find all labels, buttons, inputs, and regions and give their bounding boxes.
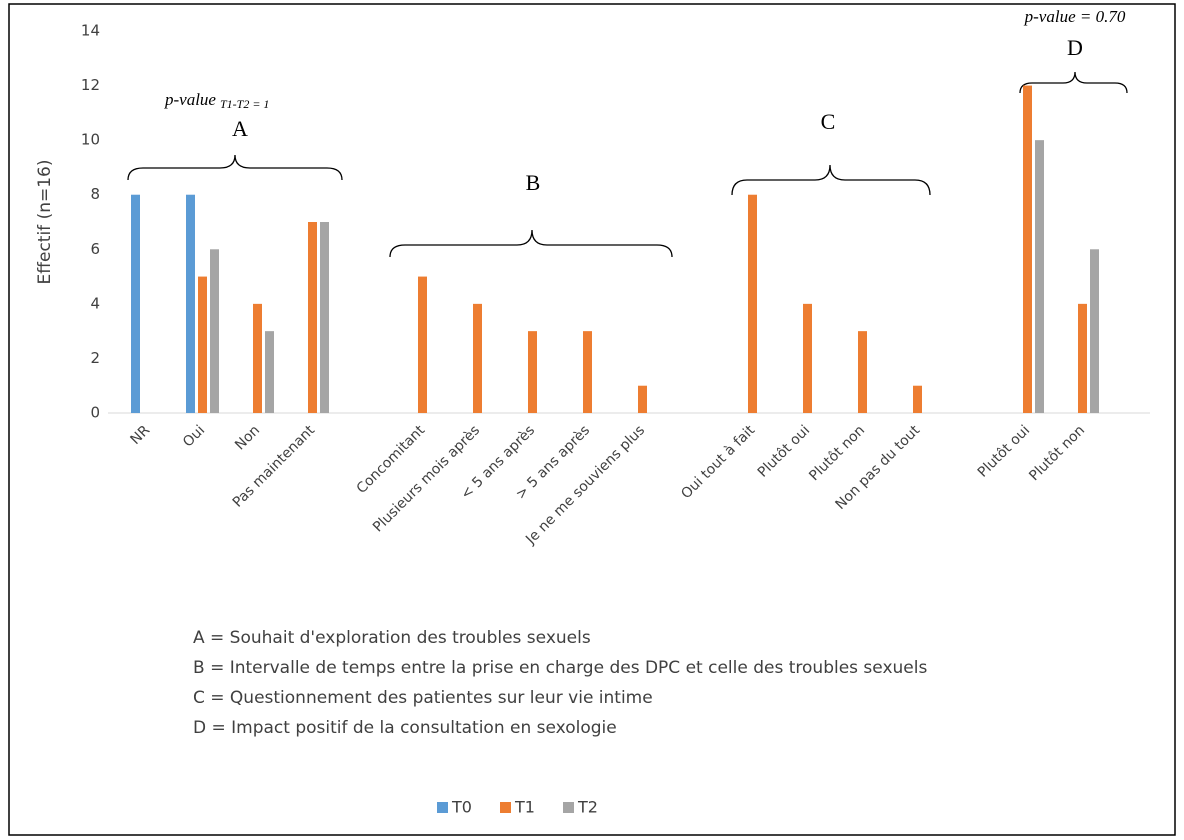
- bar: [473, 303, 482, 413]
- bar: [1035, 140, 1044, 413]
- legend-label: T2: [577, 798, 598, 817]
- legend-label: T0: [451, 798, 472, 817]
- p-value-text: p-value: [164, 90, 216, 109]
- bar: [131, 194, 140, 413]
- note: C = Questionnement des patientes sur leu…: [193, 688, 653, 708]
- p-value: p-value T1-T2 = 1: [164, 90, 269, 111]
- bar: [186, 194, 195, 413]
- y-axis-label: Effectif (n=16): [35, 160, 55, 285]
- p-value: p-value = 0.70: [1024, 7, 1126, 26]
- p-value-sub: T1-T2 = 1: [220, 97, 269, 111]
- bar: [528, 331, 537, 413]
- bar: [913, 385, 922, 413]
- brace-label: C: [821, 109, 836, 134]
- bar: [1023, 85, 1032, 414]
- note: A = Souhait d'exploration des troubles s…: [193, 628, 591, 648]
- y-tick-label: 6: [90, 240, 100, 258]
- bar: [803, 303, 812, 413]
- bar: [858, 331, 867, 413]
- legend-swatch: [500, 802, 511, 813]
- bar: [748, 194, 757, 413]
- bar: [583, 331, 592, 413]
- y-tick-label: 14: [81, 22, 100, 40]
- y-tick-label: 2: [90, 349, 100, 367]
- y-tick-label: 8: [90, 185, 100, 203]
- bar: [638, 385, 647, 413]
- bar: [1078, 303, 1087, 413]
- brace: [389, 229, 673, 258]
- brace-label: D: [1067, 35, 1083, 60]
- note: D = Impact positif de la consultation en…: [193, 718, 617, 738]
- brace: [1019, 71, 1128, 94]
- bar: [1090, 249, 1099, 413]
- brace-label: A: [232, 116, 248, 141]
- bar: [253, 303, 262, 413]
- brace: [731, 164, 931, 196]
- brace-label: B: [526, 170, 541, 195]
- note: B = Intervalle de temps entre la prise e…: [193, 658, 927, 678]
- legend-label: T1: [514, 798, 535, 817]
- bar: [308, 222, 317, 413]
- brace: [127, 154, 343, 181]
- y-tick-label: 0: [90, 404, 100, 422]
- bar: [320, 222, 329, 413]
- bar: [265, 331, 274, 413]
- bar: [210, 249, 219, 413]
- frame: [8, 3, 1176, 836]
- y-tick-label: 4: [90, 294, 100, 312]
- bar: [418, 276, 427, 413]
- y-tick-label: 10: [81, 131, 100, 149]
- legend-swatch: [437, 802, 448, 813]
- y-tick-label: 12: [81, 76, 100, 94]
- legend-swatch: [563, 802, 574, 813]
- bar: [198, 276, 207, 413]
